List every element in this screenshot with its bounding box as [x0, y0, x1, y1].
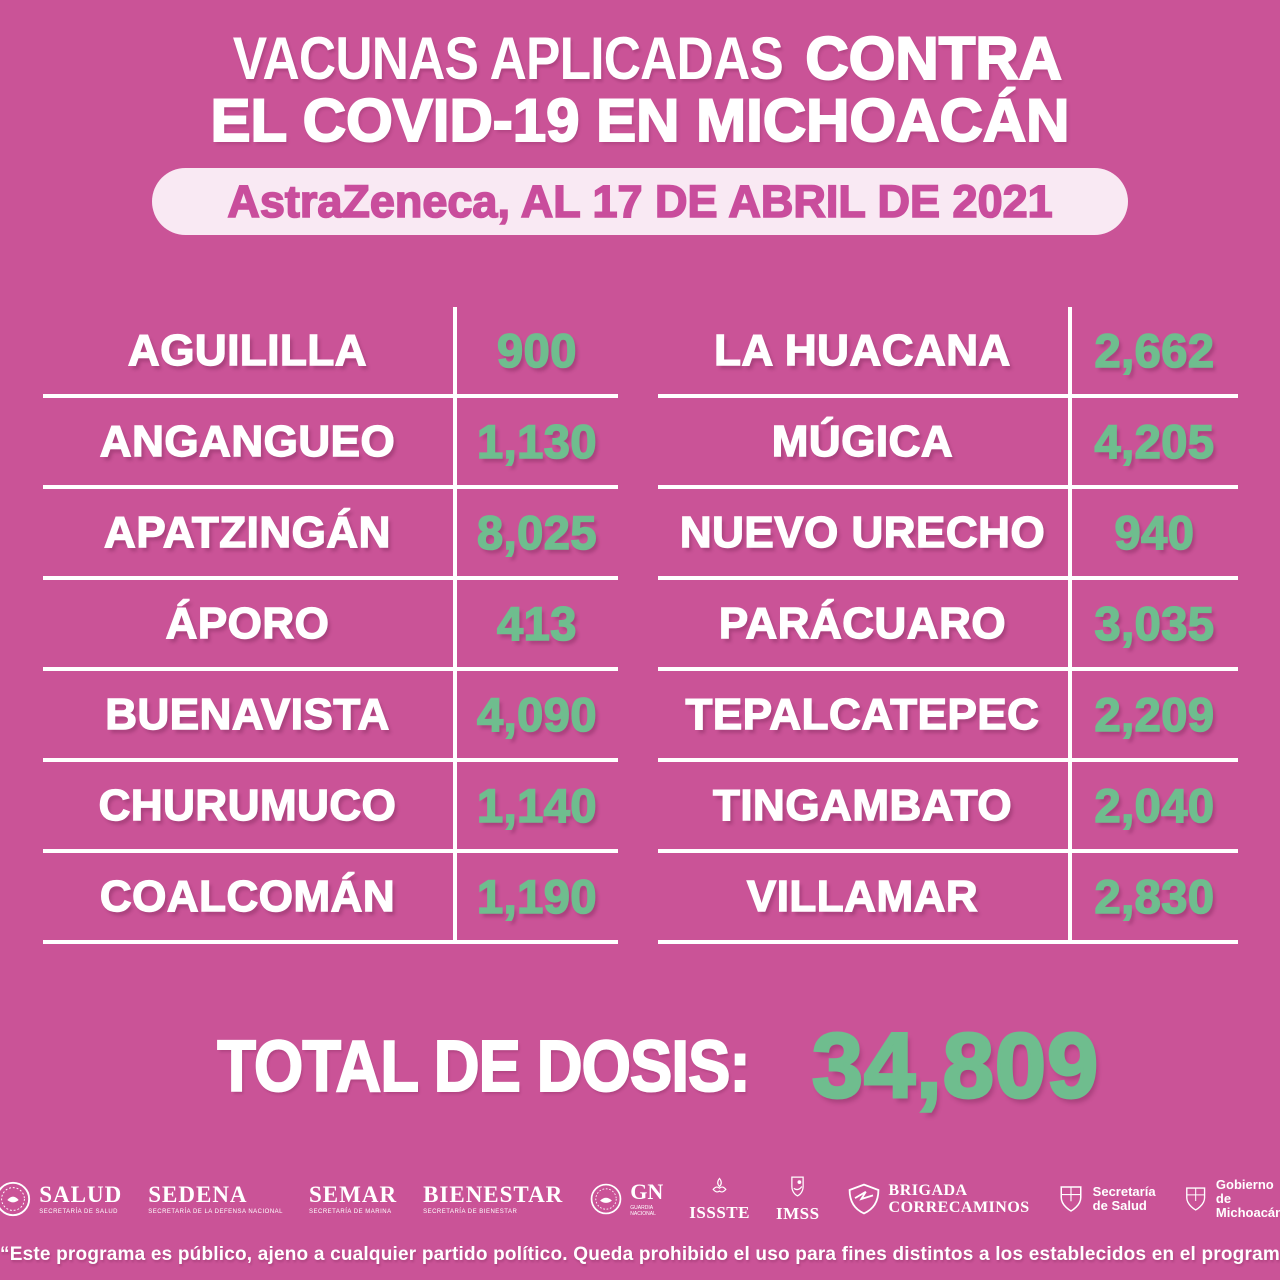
municipality-name: CHURUMUCO: [98, 780, 397, 830]
logo-title: BRIGADA CORRECAMINOS: [888, 1182, 1030, 1216]
table-row: CHURUMUCO 1,140: [42, 762, 618, 853]
logo-gobierno-michoacan: Gobierno de Michoacán: [1169, 1178, 1280, 1220]
program-disclaimer: “Este programa es público, ajeno a cualq…: [0, 1244, 1280, 1265]
michoacan-shield-icon: [1060, 1186, 1082, 1212]
municipality-name: TEPALCATEPEC: [685, 689, 1040, 739]
dose-value: 2,830: [1067, 853, 1238, 940]
dose-value: 900: [452, 307, 618, 394]
table-row: COALCOMÁN 1,190: [42, 853, 618, 944]
table-row: VILLAMAR 2,830: [657, 853, 1238, 944]
dose-value: 940: [1067, 489, 1238, 576]
subtitle-text: AstraZeneca, AL 17 DE ABRIL DE 2021: [227, 175, 1054, 228]
municipality-name: LA HUACANA: [713, 325, 1011, 375]
municipality-name: VILLAMAR: [746, 871, 979, 921]
table-row: AGUILILLA 900: [42, 307, 618, 398]
municipality-name: PARÁCUARO: [718, 598, 1007, 648]
municipality-name: TINGAMBATO: [712, 780, 1013, 830]
title-line1: VACUNAS APLICADAS CONTRA: [0, 25, 1280, 92]
table-row: BUENAVISTA 4,090: [42, 671, 618, 762]
municipality-name: AGUILILLA: [127, 325, 368, 375]
dose-value: 4,205: [1067, 398, 1238, 485]
logo-subtitle: SECRETARÍA DE LA DEFENSA NACIONAL: [148, 1209, 283, 1215]
dose-value: 2,040: [1067, 762, 1238, 849]
gn-seal-icon: [590, 1183, 622, 1215]
table-row: MÚGICA 4,205: [657, 398, 1238, 489]
data-tables: AGUILILLA 900 ANGANGUEO 1,130 APATZINGÁN…: [0, 307, 1280, 944]
table-row: TEPALCATEPEC 2,209: [657, 671, 1238, 762]
dose-value: 8,025: [452, 489, 618, 576]
table-row: ÁPORO 413: [42, 580, 618, 671]
imss-icon: [791, 1176, 804, 1197]
logo-title: SEMAR: [309, 1182, 398, 1207]
dose-value: 1,140: [452, 762, 618, 849]
logo-salud: SALUD SECRETARÍA DE SALUD: [0, 1180, 135, 1218]
municipality-name: APATZINGÁN: [103, 507, 391, 557]
logo-title: SEDENA: [148, 1182, 248, 1207]
dose-value: 3,035: [1067, 580, 1238, 667]
municipality-name: ÁPORO: [165, 598, 330, 648]
table-row: LA HUACANA 2,662: [657, 307, 1238, 398]
dose-value: 4,090: [452, 671, 618, 758]
logo-brigada-correcaminos: BRIGADA CORRECAMINOS: [833, 1181, 1043, 1217]
logo-title: SALUD: [39, 1182, 123, 1207]
table-left: AGUILILLA 900 ANGANGUEO 1,130 APATZINGÁN…: [42, 307, 618, 944]
issste-icon: [712, 1177, 727, 1193]
table-row: NUEVO URECHO 940: [657, 489, 1238, 580]
municipality-name: ANGANGUEO: [99, 416, 396, 466]
logo-title: Secretaría de Salud: [1092, 1184, 1156, 1213]
logo-title: Gobierno de Michoacán: [1215, 1177, 1280, 1220]
total-row: TOTAL DE DOSIS: 34,809: [0, 1014, 1280, 1119]
logo-sedena: SEDENA SECRETARÍA DE LA DEFENSA NACIONAL: [135, 1183, 296, 1215]
dose-value: 413: [452, 580, 618, 667]
logo-strip: SALUD SECRETARÍA DE SALUD SEDENA SECRETA…: [0, 1166, 1280, 1232]
brigada-shield-icon: [848, 1183, 879, 1215]
table-row: ANGANGUEO 1,130: [42, 398, 618, 489]
table-row: APATZINGÁN 8,025: [42, 489, 618, 580]
logo-subtitle: SECRETARÍA DE SALUD: [39, 1209, 119, 1215]
logo-title: BIENESTAR: [423, 1182, 564, 1207]
municipality-name: BUENAVISTA: [105, 689, 390, 739]
michoacan-shield-icon: [1185, 1187, 1205, 1211]
total-label: TOTAL DE DOSIS:: [216, 1026, 751, 1108]
dose-value: 2,209: [1067, 671, 1238, 758]
dose-value: 1,130: [452, 398, 618, 485]
municipality-name: MÚGICA: [771, 416, 954, 466]
logo-bienestar: BIENESTAR SECRETARÍA DE BIENESTAR: [410, 1183, 576, 1215]
logo-semar: SEMAR SECRETARÍA DE MARINA: [296, 1183, 410, 1215]
title-line1-heavy: CONTRA: [804, 25, 1063, 92]
page-title: VACUNAS APLICADAS CONTRA EL COVID-19 EN …: [0, 0, 1280, 154]
salud-seal-icon: [0, 1181, 31, 1217]
logo-subtitle: GUARDIA NACIONAL: [630, 1205, 656, 1217]
logo-guardia-nacional: GN GUARDIA NACIONAL: [576, 1181, 676, 1217]
table-row: PARÁCUARO 3,035: [657, 580, 1238, 671]
footer: SALUD SECRETARÍA DE SALUD SEDENA SECRETA…: [0, 1166, 1280, 1280]
logo-subtitle: SECRETARÍA DE MARINA: [309, 1209, 392, 1215]
salud-text: SALUD SECRETARÍA DE SALUD: [39, 1183, 122, 1215]
dose-value: 1,190: [452, 853, 618, 940]
logo-title: ISSSTE: [689, 1202, 750, 1222]
logo-subtitle: SECRETARÍA DE BIENESTAR: [423, 1209, 518, 1215]
table-row: TINGAMBATO 2,040: [657, 762, 1238, 853]
logo-issste: ISSSTE: [676, 1175, 763, 1224]
logo-title: GN: [630, 1179, 664, 1204]
title-line1-condensed: VACUNAS APLICADAS: [232, 25, 784, 92]
subtitle-pill: AstraZeneca, AL 17 DE ABRIL DE 2021: [152, 168, 1128, 235]
table-right: LA HUACANA 2,662 MÚGICA 4,205 NUEVO UREC…: [657, 307, 1238, 944]
logo-secretaria-salud-michoacan: Secretaría de Salud: [1043, 1182, 1169, 1216]
municipality-name: NUEVO URECHO: [679, 507, 1046, 557]
total-value: 34,809: [810, 1014, 1100, 1119]
dose-value: 2,662: [1067, 307, 1238, 394]
municipality-name: COALCOMÁN: [99, 871, 396, 921]
logo-title: IMSS: [775, 1203, 820, 1223]
logo-imss: IMSS: [763, 1174, 833, 1225]
title-line2: EL COVID-19 EN MICHOACÁN: [210, 87, 1071, 154]
